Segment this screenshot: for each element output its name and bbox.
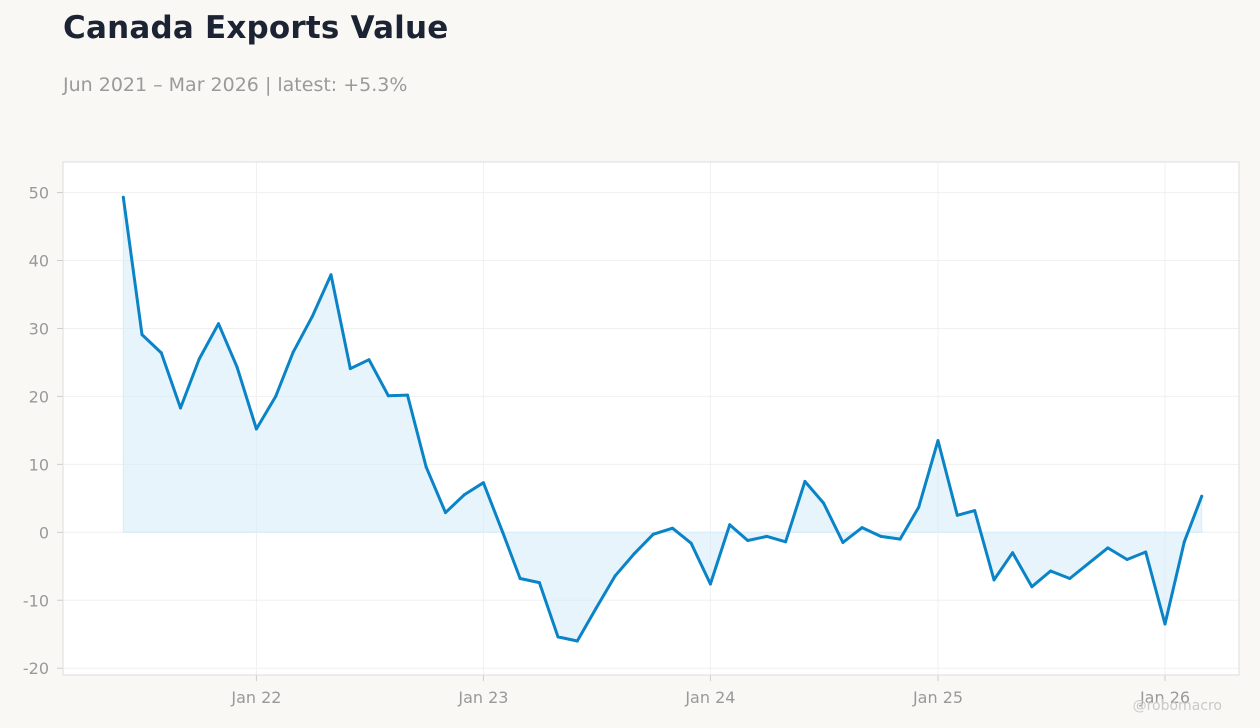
y-tick-label: 10 <box>29 455 49 474</box>
plot-frame <box>62 161 1240 676</box>
data-point <box>367 358 371 362</box>
data-point <box>1030 585 1034 589</box>
data-point <box>329 273 333 277</box>
data-point <box>197 357 201 361</box>
data-point <box>1125 558 1129 561</box>
exports-series-line <box>121 195 1204 643</box>
data-point <box>1163 622 1167 626</box>
data-point <box>518 577 522 580</box>
y-tick-label: 30 <box>29 319 49 338</box>
data-point <box>708 582 712 586</box>
data-point <box>556 635 560 639</box>
data-point <box>575 639 579 643</box>
x-axis-ticks: Jan 22 Jan 23 Jan 24 Jan 25 Jan 26 <box>230 675 1190 707</box>
data-point <box>784 540 788 544</box>
data-point <box>159 351 163 355</box>
data-point <box>1068 577 1072 580</box>
data-point <box>406 393 409 397</box>
data-point <box>917 505 921 509</box>
data-point <box>121 195 125 199</box>
data-point <box>348 367 352 371</box>
data-point <box>254 427 258 431</box>
data-point <box>613 574 617 578</box>
data-point <box>481 481 485 485</box>
data-point <box>1106 546 1110 550</box>
data-point <box>746 539 750 542</box>
data-point <box>651 532 655 536</box>
data-point <box>501 530 505 534</box>
data-point <box>860 526 864 530</box>
data-point <box>594 606 598 610</box>
data-point <box>444 511 447 515</box>
data-point <box>992 578 996 582</box>
y-tick-label: -10 <box>23 591 49 610</box>
data-point <box>386 394 390 398</box>
data-point <box>633 551 636 555</box>
y-axis-ticks: -20 -10 0 10 20 30 40 50 <box>23 184 63 678</box>
y-tick-label: 0 <box>39 523 49 542</box>
data-point <box>765 534 769 538</box>
y-tick-label: 40 <box>29 252 49 271</box>
data-point <box>973 509 977 513</box>
data-point <box>462 493 466 497</box>
data-point <box>898 537 902 541</box>
data-point <box>879 534 883 538</box>
data-point <box>936 439 940 443</box>
data-point <box>1087 561 1091 565</box>
data-point <box>689 541 693 545</box>
data-point <box>1182 540 1186 544</box>
x-tick-label: Jan 25 <box>912 688 963 707</box>
plot-area <box>63 162 1239 675</box>
watermark: @robomacro <box>1133 698 1222 714</box>
data-point <box>728 523 732 527</box>
data-point <box>803 479 807 483</box>
data-point <box>671 526 674 530</box>
data-point <box>841 541 845 544</box>
data-point <box>235 365 239 369</box>
x-tick-label: Jan 24 <box>684 688 735 707</box>
data-points <box>121 195 1204 643</box>
data-point <box>140 333 144 337</box>
data-point <box>822 501 826 505</box>
data-point <box>291 350 295 354</box>
chart-title: Canada Exports Value <box>63 10 449 46</box>
data-point <box>1011 551 1015 555</box>
x-tick-label: Jan 26 <box>1139 688 1190 707</box>
chart-subtitle: Jun 2021 – Mar 2026 | latest: +5.3% <box>63 74 408 96</box>
y-tick-label: -20 <box>23 659 49 678</box>
data-point <box>424 465 428 469</box>
data-point <box>1200 494 1204 498</box>
data-point <box>217 322 220 326</box>
data-point <box>955 513 959 517</box>
y-tick-label: 50 <box>29 184 49 203</box>
data-point <box>1144 550 1148 554</box>
data-point <box>1049 569 1053 573</box>
y-tick-label: 20 <box>29 387 49 406</box>
data-point <box>274 394 278 398</box>
x-tick-label: Jan 22 <box>230 688 281 707</box>
data-point <box>537 581 541 585</box>
data-point <box>179 406 182 410</box>
data-point <box>310 314 314 318</box>
x-tick-label: Jan 23 <box>457 688 508 707</box>
